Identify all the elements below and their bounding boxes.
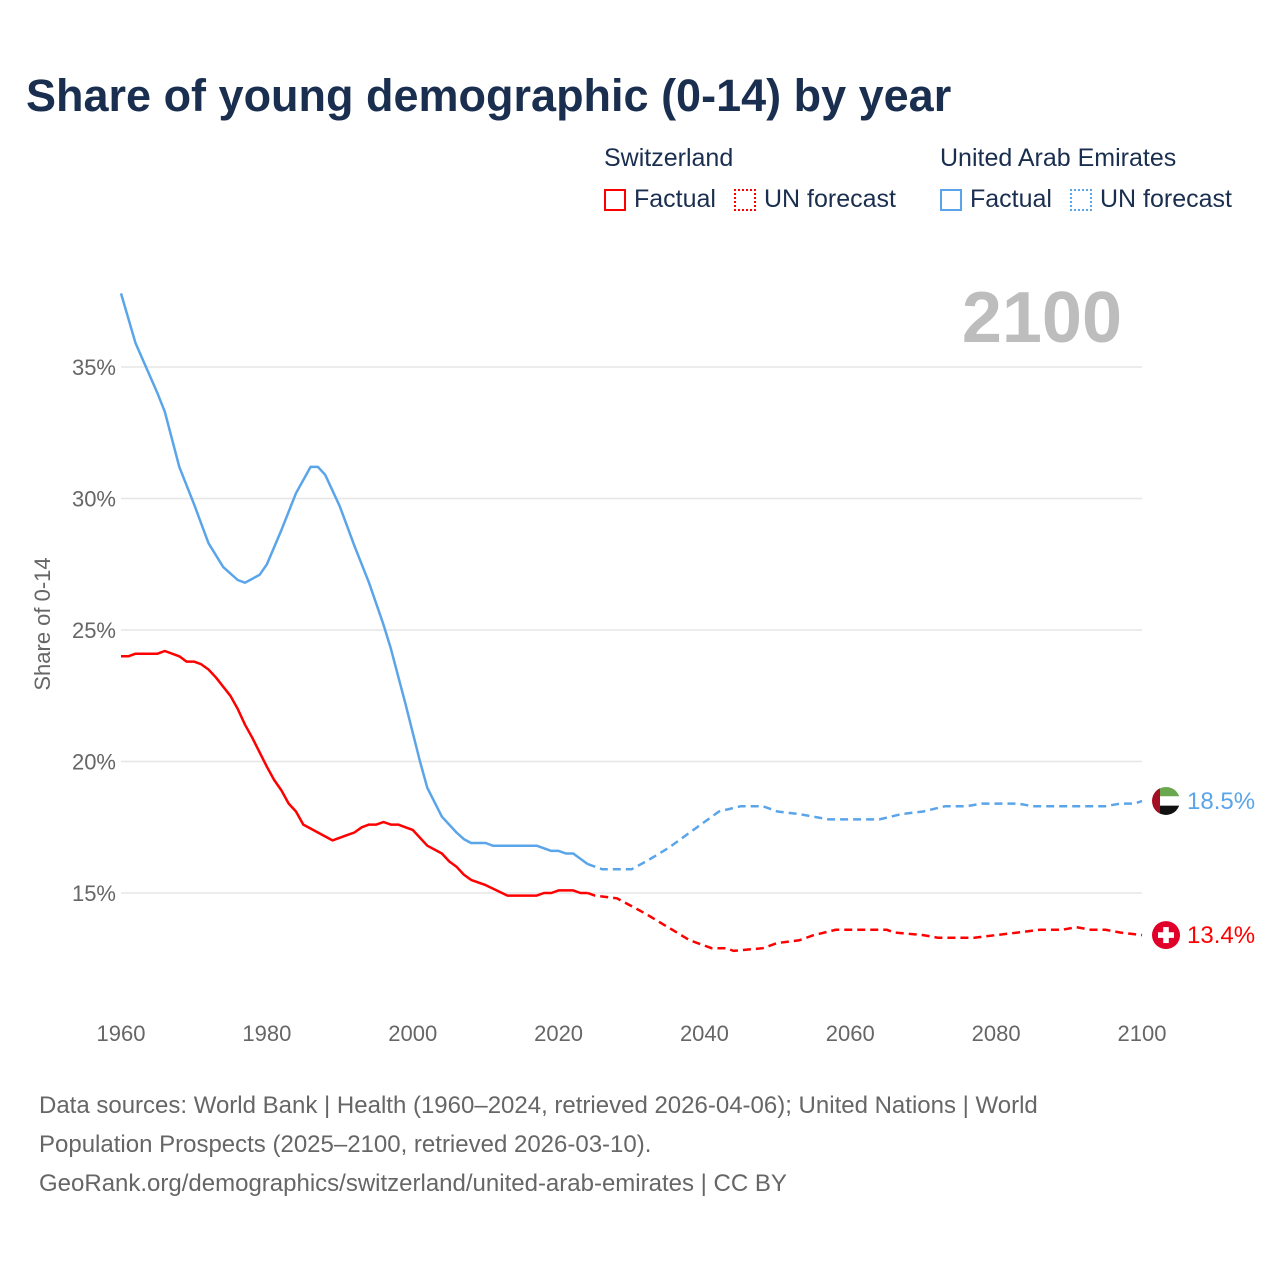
x-tick-label: 1960 [97,1021,146,1046]
x-tick-label: 2060 [826,1021,875,1046]
source-link[interactable]: GeoRank.org/demographics/switzerland/uni… [39,1170,787,1197]
series-line-forecast [587,799,1143,871]
flag-green [1152,786,1180,797]
legend-swatch-solid [604,188,626,211]
flag-white [1152,796,1180,806]
legend-item-forecast[interactable]: UN forecast [733,185,896,214]
y-tick-label: 20% [72,750,116,775]
source-line: Data sources: World Bank | Health (1960–… [39,1092,1038,1119]
flag-black [1152,805,1180,815]
legend-label: Factual [970,185,1052,213]
x-tick-label: 2100 [1118,1021,1167,1046]
legend-label: UN forecast [1099,185,1232,213]
legend-label: Factual [634,185,716,213]
end-value-label: 13.4% [1187,922,1255,949]
legend-swatch-solid [940,188,962,211]
footer: Data sources: World Bank | Health (1960–… [39,1086,1239,1203]
legend-group-name: United Arab Emirates [940,144,1177,172]
legend-swatch-dotted [733,188,756,211]
legend-group-name: Switzerland [604,144,734,172]
legend-label: UN forecast [763,185,896,213]
flag-cross-v [1163,927,1169,944]
year-watermark: 2100 [962,278,1122,358]
legend-uae: United Arab Emirates Factual UN forecast [940,144,1250,214]
uae-flag-icon [1152,786,1180,815]
series-line-factual [121,649,588,897]
y-tick-label: 35% [72,355,116,380]
series-line-factual [119,293,589,866]
legend-item-forecast[interactable]: UN forecast [1069,185,1232,214]
legend-item-factual[interactable]: Factual [604,185,716,214]
x-tick-label: 2040 [680,1021,729,1046]
switzerland-flag-icon [1152,921,1180,950]
x-tick-label: 2000 [388,1021,437,1046]
flag-body [1152,786,1180,815]
end-value-label: 18.5% [1187,788,1255,815]
flag-red [1152,786,1160,815]
legend-item-factual[interactable]: Factual [940,185,1052,214]
x-tick-label: 2080 [972,1021,1021,1046]
y-tick-label: 15% [72,881,116,906]
legend-swatch-dotted [1069,188,1092,211]
y-tick-label: 25% [72,618,116,643]
chart-title: Share of young demographic (0-14) by yea… [26,70,952,121]
x-tick-label: 2020 [534,1021,583,1046]
y-axis-label: Share of 0-14 [30,557,55,690]
legend-switzerland: Switzerland Factual UN forecast [604,144,914,214]
source-line: Population Prospects (2025–2100, retriev… [39,1131,652,1158]
series-line-forecast [587,891,1143,953]
y-tick-label: 30% [72,487,116,512]
x-tick-label: 1980 [242,1021,291,1046]
